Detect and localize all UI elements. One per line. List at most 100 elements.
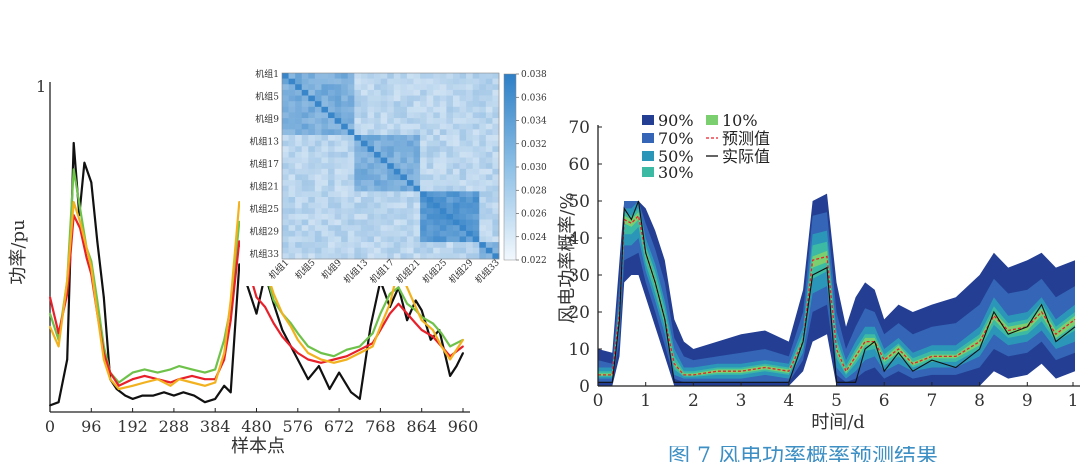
data-point-yellow bbox=[223, 352, 226, 354]
heatmap-cell bbox=[374, 106, 381, 113]
heatmap-cell bbox=[393, 230, 401, 237]
data-point-black bbox=[358, 398, 361, 400]
heatmap-cell bbox=[452, 89, 460, 96]
heatmap-cell bbox=[347, 219, 355, 226]
data-point-green bbox=[272, 299, 275, 302]
heatmap-cell bbox=[446, 163, 454, 170]
heatmap-cell bbox=[334, 140, 342, 147]
heatmap-cell bbox=[295, 191, 303, 198]
data-point-black bbox=[49, 404, 51, 407]
heatmap-cell bbox=[406, 95, 414, 102]
heatmap-cell bbox=[314, 89, 322, 96]
heatmap-cell bbox=[380, 242, 388, 249]
data-point-green bbox=[79, 207, 81, 210]
heatmap-cell bbox=[439, 242, 447, 249]
heatmap-cell bbox=[393, 146, 401, 153]
heatmap-cell bbox=[426, 146, 434, 153]
heatmap-cell bbox=[413, 140, 421, 147]
heatmap-cell bbox=[406, 185, 414, 192]
heatmap-cell bbox=[288, 219, 296, 226]
heatmap-cell bbox=[433, 78, 441, 85]
heatmap-cell bbox=[413, 230, 421, 237]
heatmap-cell bbox=[308, 242, 316, 249]
heatmap-cell bbox=[334, 146, 342, 153]
data-point-green bbox=[290, 322, 292, 325]
heatmap-cell bbox=[446, 95, 454, 102]
data-point-black bbox=[414, 299, 417, 302]
heatmap-cell bbox=[321, 73, 329, 79]
heatmap-cell bbox=[328, 213, 335, 220]
heatmap-cell bbox=[400, 106, 408, 113]
left-x-tick-label: 384 bbox=[200, 417, 231, 436]
heatmap-cell bbox=[466, 146, 473, 153]
heatmap-cell bbox=[439, 73, 447, 79]
heatmap-cell bbox=[367, 106, 375, 113]
heatmap-cell bbox=[406, 157, 414, 164]
heatmap-cell bbox=[334, 225, 342, 232]
heatmap-cell bbox=[439, 197, 447, 203]
heatmap-cell bbox=[393, 84, 401, 91]
heatmap-cell bbox=[301, 140, 309, 147]
heatmap-cell bbox=[321, 180, 329, 187]
heatmap-cell bbox=[492, 140, 500, 147]
heatmap-cell bbox=[347, 168, 355, 175]
heatmap-cell bbox=[466, 197, 473, 203]
heatmap-cell bbox=[472, 118, 480, 125]
heatmap-cell bbox=[400, 140, 408, 147]
heatmap-cell bbox=[347, 247, 355, 254]
heatmap-cell bbox=[426, 213, 434, 220]
heatmap-cell bbox=[387, 140, 395, 147]
heatmap-cell bbox=[485, 202, 493, 209]
heatmap-cell bbox=[380, 95, 388, 102]
heatmap-cell bbox=[354, 112, 362, 119]
heatmap-cell bbox=[288, 168, 296, 175]
heatmap-cell bbox=[452, 78, 460, 85]
heatmap-cell bbox=[341, 157, 349, 164]
heatmap-cell bbox=[433, 140, 441, 147]
right-y-tick-label: 0 bbox=[579, 377, 590, 397]
data-point-yellow bbox=[169, 384, 172, 387]
heatmap-cell bbox=[380, 129, 388, 136]
heatmap-cell bbox=[374, 95, 381, 102]
heatmap-cell bbox=[295, 242, 303, 249]
heatmap-cell bbox=[472, 242, 480, 249]
heatmap-cell bbox=[321, 202, 329, 209]
heatmap-cell bbox=[374, 140, 381, 147]
heatmap-cell bbox=[328, 219, 335, 226]
heatmap-cell bbox=[400, 225, 408, 232]
heatmap-cell bbox=[387, 180, 395, 187]
heatmap-cell bbox=[459, 101, 467, 108]
heatmap-cell bbox=[459, 191, 467, 198]
heatmap-cell bbox=[354, 129, 362, 136]
heatmap-cell bbox=[301, 89, 309, 96]
heatmap-cell bbox=[288, 174, 296, 181]
heatmap-cell bbox=[321, 191, 329, 198]
heatmap-cell bbox=[459, 174, 467, 181]
heatmap-cell bbox=[321, 106, 329, 113]
heatmap-cell bbox=[360, 157, 368, 164]
heatmap-cell bbox=[282, 208, 289, 215]
heatmap-cell bbox=[367, 146, 375, 153]
heatmap-cell bbox=[400, 197, 408, 203]
heatmap-cell bbox=[367, 230, 375, 237]
heatmap-cell bbox=[367, 151, 375, 158]
data-point-red bbox=[169, 381, 172, 384]
heatmap-cell bbox=[472, 106, 480, 113]
heatmap-cell bbox=[393, 140, 401, 147]
heatmap-cell bbox=[446, 151, 454, 158]
heatmap-cell bbox=[282, 219, 289, 226]
heatmap-cell bbox=[301, 219, 309, 226]
heatmap-cell bbox=[347, 101, 355, 108]
heatmap-cell bbox=[472, 112, 480, 119]
heatmap-cell bbox=[479, 197, 487, 203]
data-point-yellow bbox=[449, 358, 451, 361]
heatmap-cell bbox=[433, 202, 441, 209]
heatmap-cell bbox=[466, 253, 473, 260]
data-point-green bbox=[307, 345, 309, 348]
heatmap-cell bbox=[439, 236, 447, 243]
heatmap-cell bbox=[334, 180, 342, 187]
heatmap-cell bbox=[334, 185, 342, 192]
heatmap-cell bbox=[341, 247, 349, 254]
heatmap-cell bbox=[334, 118, 342, 125]
heatmap-cell bbox=[413, 112, 421, 119]
